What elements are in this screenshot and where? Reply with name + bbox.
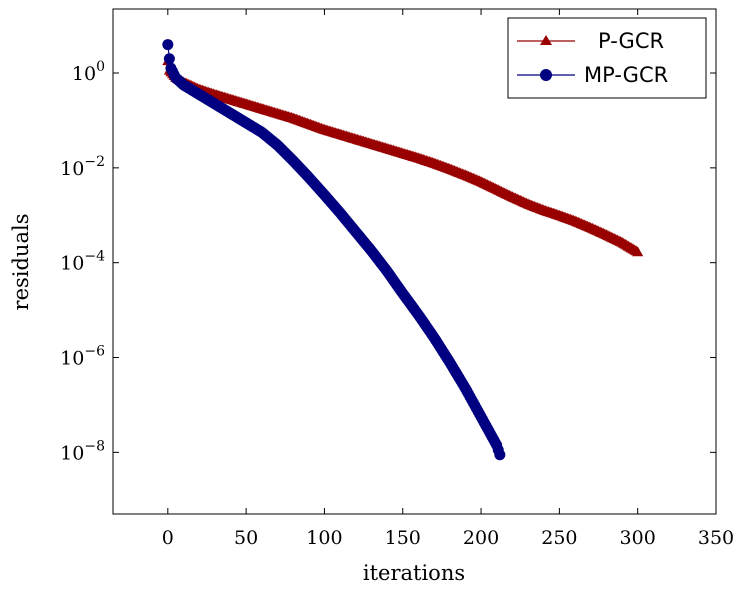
x-tick-label: 50 [234,527,258,549]
y-axis-title: residuals [9,214,33,311]
y-tick-label: 10−4 [60,249,105,275]
x-tick-label: 150 [385,527,421,549]
series-layer [162,39,644,461]
data-point [494,449,506,461]
y-axis-ticks: 100 10−2 10−4 10−6 10−8 [60,59,716,464]
y-tick-label: 100 [72,59,105,85]
series-mp-gcr [162,39,506,461]
data-point [162,39,174,51]
data-point [632,246,644,257]
series-p-gcr [162,55,644,257]
x-axis-title: iterations [363,561,465,585]
legend: P-GCR MP-GCR [507,17,707,99]
x-tick-label: 0 [162,527,174,549]
x-axis-ticks: 0 50 100 150 200 250 300 350 [162,9,734,549]
data-point [163,53,175,65]
legend-label-mp-gcr: MP-GCR [584,63,668,87]
y-tick-label: 10−2 [60,154,105,180]
x-tick-label: 300 [620,527,656,549]
y-tick-label: 10−8 [60,438,105,464]
legend-marker-mp-gcr [540,69,552,81]
plot-frame [112,8,717,515]
legend-box [507,17,707,99]
legend-label-p-gcr: P-GCR [598,29,664,53]
x-tick-label: 200 [463,527,499,549]
x-tick-label: 250 [541,527,577,549]
x-tick-label: 100 [306,527,342,549]
x-tick-label: 350 [698,527,734,549]
legend-marker-p-gcr [540,35,552,45]
y-tick-label: 10−6 [60,344,105,370]
